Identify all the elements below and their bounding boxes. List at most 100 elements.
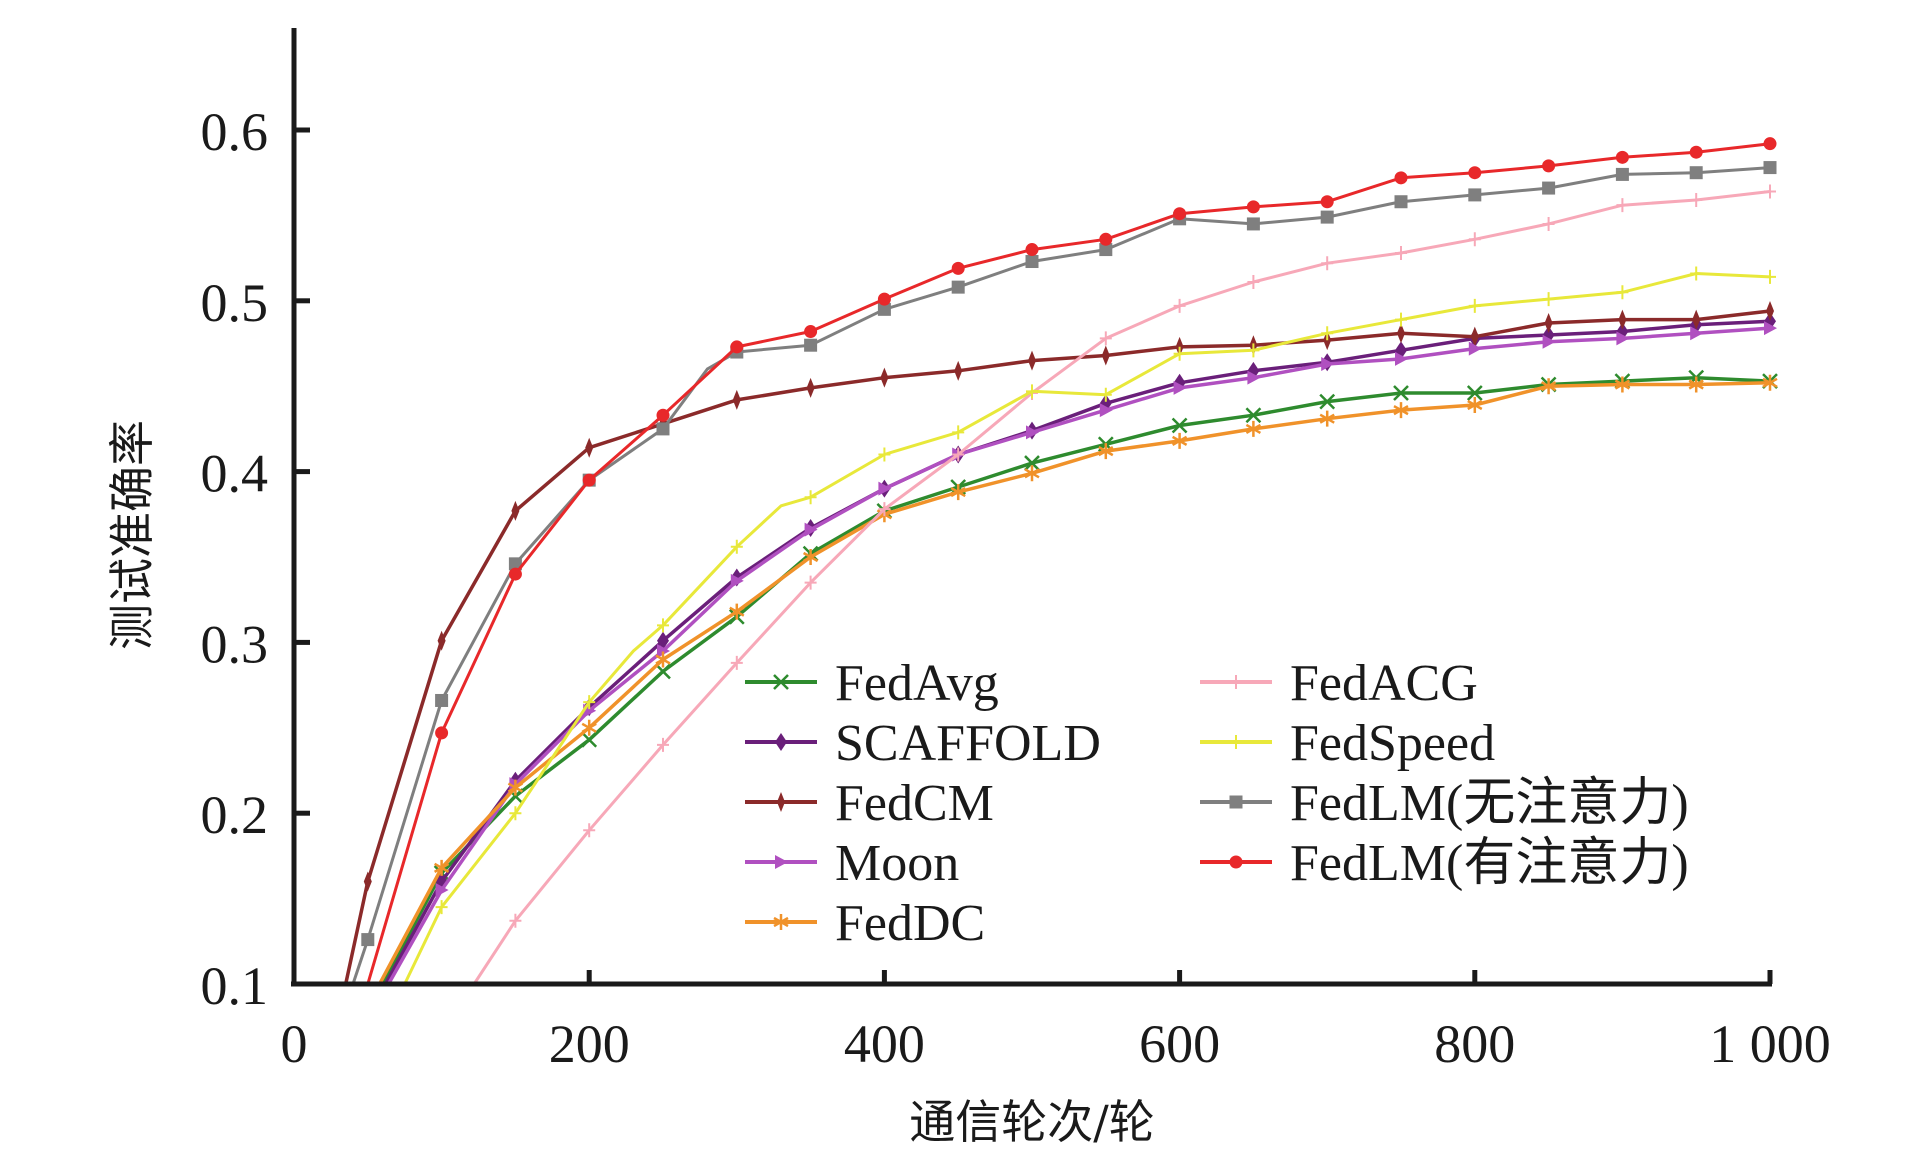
data-point bbox=[1468, 166, 1482, 180]
data-point bbox=[877, 292, 891, 306]
legend-item: FedACG bbox=[1200, 655, 1478, 712]
x-tick-label: 0 bbox=[281, 1014, 308, 1074]
data-point bbox=[435, 883, 449, 898]
data-point bbox=[1171, 432, 1188, 449]
data-point bbox=[581, 719, 597, 736]
x-axis-label: 通信轮次/轮 bbox=[909, 1095, 1155, 1149]
data-point bbox=[581, 731, 598, 748]
legend-marker bbox=[1229, 795, 1243, 809]
data-point bbox=[1025, 243, 1039, 257]
series-FedLM(有注意力) bbox=[366, 137, 1777, 985]
data-point bbox=[730, 573, 744, 588]
data-point bbox=[804, 522, 818, 537]
data-point bbox=[1542, 159, 1556, 173]
data-point bbox=[730, 539, 743, 554]
data-point bbox=[583, 695, 596, 710]
data-point bbox=[729, 603, 745, 620]
legend-marker bbox=[777, 792, 785, 812]
legend-item: Moon bbox=[745, 835, 959, 892]
data-point bbox=[804, 338, 818, 352]
data-point bbox=[1099, 243, 1113, 257]
x-tick-label: 400 bbox=[844, 1014, 925, 1074]
series-line bbox=[366, 142, 1771, 985]
data-point bbox=[1246, 217, 1260, 231]
data-point bbox=[1321, 326, 1334, 341]
data-point bbox=[952, 425, 965, 440]
data-point bbox=[730, 340, 744, 354]
data-point bbox=[507, 779, 524, 796]
legend-label: Moon bbox=[835, 835, 959, 892]
data-point bbox=[1099, 387, 1112, 402]
data-point bbox=[1245, 420, 1262, 437]
data-point bbox=[1764, 269, 1776, 284]
data-point bbox=[1542, 181, 1556, 195]
data-point bbox=[804, 325, 818, 339]
data-point bbox=[1099, 232, 1113, 246]
data-point bbox=[1618, 309, 1627, 330]
data-point bbox=[1468, 232, 1481, 247]
data-point bbox=[1321, 256, 1334, 271]
data-point bbox=[1690, 326, 1704, 341]
legend-label: FedLM(有注意力) bbox=[1290, 835, 1689, 892]
legend-item: FedLM(有注意力) bbox=[1200, 835, 1689, 892]
legend-label: FedSpeed bbox=[1290, 715, 1495, 772]
legend-item: FedDC bbox=[745, 895, 985, 952]
data-point bbox=[1173, 207, 1187, 221]
data-point bbox=[583, 823, 596, 838]
data-point bbox=[1393, 402, 1409, 419]
legend-item: SCAFFOLD bbox=[745, 715, 1101, 772]
data-point bbox=[804, 575, 817, 590]
data-point bbox=[804, 490, 817, 505]
data-point bbox=[1394, 171, 1408, 185]
legend-marker bbox=[773, 674, 789, 690]
data-point bbox=[509, 913, 522, 928]
legend-marker bbox=[773, 914, 789, 930]
series-line bbox=[381, 375, 1771, 985]
data-point bbox=[878, 481, 892, 496]
data-point bbox=[1542, 334, 1556, 349]
data-point bbox=[1616, 198, 1629, 213]
data-point bbox=[1319, 410, 1335, 427]
data-point bbox=[1024, 465, 1040, 482]
legend-label: FedAvg bbox=[835, 655, 999, 712]
series-line bbox=[386, 326, 1771, 985]
data-point bbox=[951, 280, 965, 294]
data-point bbox=[1468, 188, 1482, 202]
data-point bbox=[1616, 285, 1629, 300]
data-point bbox=[435, 693, 449, 707]
data-point bbox=[1024, 455, 1040, 471]
data-point bbox=[1615, 150, 1629, 164]
data-point bbox=[435, 726, 449, 740]
data-point bbox=[508, 567, 522, 581]
legend-item: FedAvg bbox=[745, 655, 999, 712]
legend-marker bbox=[775, 733, 787, 751]
data-point bbox=[363, 871, 372, 892]
series-line bbox=[378, 381, 1771, 985]
data-point bbox=[951, 261, 965, 275]
y-tick-label: 0.5 bbox=[201, 273, 269, 333]
data-point bbox=[806, 377, 815, 398]
series-line bbox=[351, 166, 1771, 985]
data-point bbox=[1247, 370, 1261, 385]
y-tick-label: 0.3 bbox=[201, 614, 269, 674]
data-point bbox=[1468, 341, 1482, 356]
data-point bbox=[1615, 167, 1629, 181]
data-point bbox=[1026, 384, 1038, 399]
data-point bbox=[1540, 378, 1557, 395]
data-point bbox=[1246, 200, 1260, 214]
data-point bbox=[435, 900, 448, 915]
data-point bbox=[1467, 396, 1483, 413]
data-point bbox=[1173, 298, 1186, 313]
x-tick-label: 200 bbox=[549, 1014, 630, 1074]
y-tick-label: 0.6 bbox=[201, 102, 269, 162]
legend-label: FedDC bbox=[835, 895, 985, 952]
legend-marker bbox=[1230, 735, 1242, 749]
data-point bbox=[1764, 184, 1776, 199]
data-point bbox=[880, 367, 889, 388]
data-point bbox=[1688, 376, 1704, 393]
y-tick-label: 0.2 bbox=[201, 785, 269, 845]
data-point bbox=[730, 655, 743, 670]
legend-item: FedSpeed bbox=[1200, 715, 1495, 772]
